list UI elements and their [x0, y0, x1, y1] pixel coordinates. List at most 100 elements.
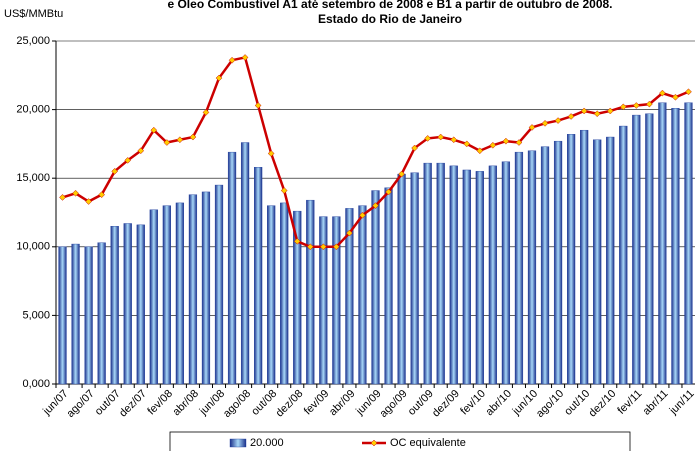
line-marker [254, 102, 262, 109]
line-marker [463, 140, 471, 148]
line-marker [202, 108, 210, 116]
legend-box [169, 431, 631, 451]
legend-label: OC equivalente [390, 437, 466, 449]
line-marker [672, 93, 679, 101]
line-marker [59, 194, 66, 201]
bar [188, 194, 198, 385]
bar [397, 173, 406, 385]
x-tick-label: ago/09 [377, 388, 409, 420]
line-marker [515, 139, 523, 146]
x-tick-label: dez/08 [274, 388, 306, 420]
bar [254, 167, 263, 385]
line-marker [150, 126, 158, 134]
bar [658, 102, 667, 385]
line-marker [319, 243, 327, 251]
line-marker [111, 167, 119, 175]
line-marker [241, 54, 249, 61]
bar [619, 125, 628, 385]
x-tick-label: ago/08 [221, 388, 253, 420]
line-marker [346, 229, 353, 237]
bar [149, 209, 158, 385]
x-tick-label: abr/08 [171, 388, 202, 419]
x-tick-label: dez/10 [587, 388, 619, 420]
line-marker [293, 237, 301, 245]
bar [514, 151, 524, 385]
x-tick-label: abr/10 [484, 388, 515, 419]
bar [488, 165, 497, 385]
line-marker [593, 110, 601, 118]
bar [267, 205, 276, 385]
line-marker [646, 100, 653, 108]
line-marker [541, 119, 549, 127]
bar [449, 165, 458, 385]
y-tick-label: 25,000 [16, 35, 50, 47]
line-marker [502, 137, 510, 145]
x-tick-label: fev/11 [615, 388, 644, 417]
bar [553, 140, 563, 385]
y-tick-label: 5,000 [22, 309, 50, 321]
bar [462, 169, 471, 385]
line-marker [411, 144, 418, 152]
line-marker [372, 202, 379, 209]
bar [201, 191, 211, 385]
line-marker [619, 103, 627, 111]
bar [475, 171, 484, 385]
line-marker [280, 187, 288, 194]
line-marker [306, 243, 314, 251]
bar [136, 224, 145, 385]
line-marker [85, 198, 92, 205]
bar [175, 202, 184, 385]
x-tick-label: ago/07 [64, 388, 96, 420]
bar [123, 223, 132, 385]
bar [671, 108, 680, 385]
y-tick-label: 20,000 [16, 104, 50, 116]
line-marker [124, 157, 132, 164]
line-marker [385, 188, 392, 196]
bar [306, 199, 315, 385]
x-tick-label: abr/09 [327, 388, 358, 419]
line-marker [137, 147, 145, 155]
bar [645, 113, 654, 385]
line-marker [528, 124, 536, 131]
line-marker [632, 102, 640, 109]
chart-subtitle: Estado do Rio de Janeiro [318, 12, 462, 26]
bar [214, 184, 224, 385]
bar [227, 151, 237, 385]
bar [84, 246, 93, 385]
bar [527, 150, 537, 385]
x-tick-label: dez/07 [117, 388, 149, 420]
line-marker [72, 189, 79, 197]
line-marker [176, 136, 184, 144]
bar [384, 187, 393, 385]
line-marker [398, 170, 405, 178]
bar [358, 205, 367, 385]
line-marker [450, 136, 458, 144]
bar [280, 202, 289, 385]
chart-title: e Óleo Combustível A1 até setembro de 20… [167, 0, 612, 11]
bar [162, 205, 171, 385]
line-marker [424, 135, 432, 142]
bar [58, 246, 67, 385]
x-tick-label: fev/08 [145, 388, 175, 418]
line-marker [489, 141, 497, 149]
line-marker [189, 133, 197, 141]
line-marker [580, 107, 588, 115]
line-marker [567, 113, 575, 120]
bar [345, 208, 354, 385]
bar [632, 114, 641, 385]
line-marker [659, 89, 666, 97]
line-marker [228, 56, 236, 64]
line-marker [476, 147, 484, 155]
line-marker [685, 88, 692, 96]
bar [410, 172, 419, 385]
bar [97, 242, 106, 385]
bar [293, 210, 302, 385]
bar [240, 142, 250, 385]
line-marker [163, 139, 171, 146]
bar [606, 136, 615, 385]
y-tick-label: 10,000 [16, 241, 50, 253]
bar [423, 162, 432, 385]
x-tick-label: fev/09 [302, 388, 332, 418]
bar [332, 216, 341, 385]
